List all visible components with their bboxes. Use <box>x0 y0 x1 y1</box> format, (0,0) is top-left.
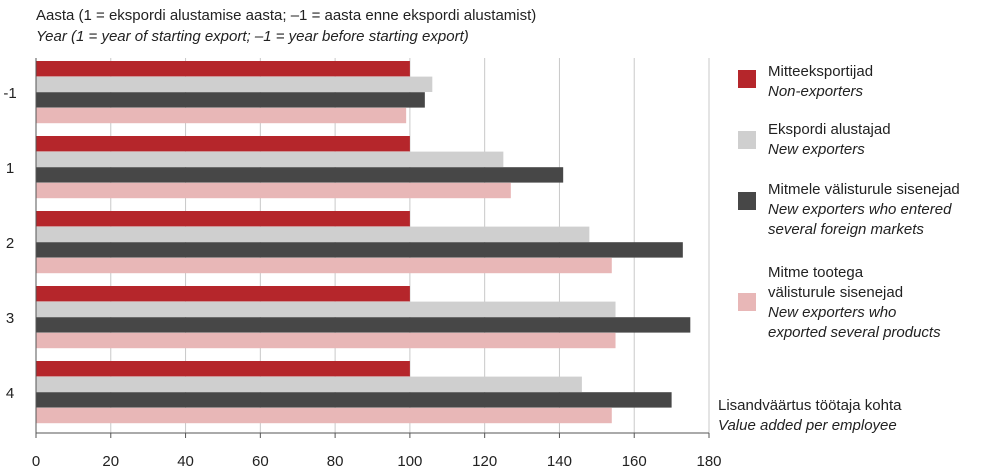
category-label: 2 <box>6 235 14 252</box>
bar <box>36 227 589 242</box>
legend-label-et: välisturule sisenejad <box>768 283 941 303</box>
category-label: 4 <box>6 385 14 402</box>
bar <box>36 317 690 332</box>
category-label: 3 <box>6 310 14 327</box>
x-tick-label: 60 <box>252 453 269 470</box>
bar <box>36 242 683 257</box>
legend-swatch-new-exporters <box>738 131 756 149</box>
bar <box>36 108 406 123</box>
legend-swatch-non-exporters <box>738 70 756 88</box>
legend-label-en: exported several products <box>768 323 941 343</box>
bar <box>36 377 582 392</box>
x-tick-label: 140 <box>547 453 572 470</box>
axis-label-et: Lisandväärtus töötaja kohta <box>718 396 901 416</box>
bar <box>36 286 410 301</box>
legend-label-en: New exporters <box>768 140 891 160</box>
legend-label-en: Non-exporters <box>768 82 873 102</box>
bar <box>36 92 425 107</box>
bar <box>36 77 432 92</box>
legend-label-en: New exporters who <box>768 303 941 323</box>
x-tick-label: 80 <box>327 453 344 470</box>
bar <box>36 167 563 182</box>
legend-label-et: Mitteeksportijad <box>768 62 873 82</box>
legend-label-et: Mitme tootega <box>768 263 941 283</box>
category-label: 1 <box>6 160 14 177</box>
bar <box>36 333 616 348</box>
legend-label-en: several foreign markets <box>768 220 960 240</box>
legend-label-et: Ekspordi alustajad <box>768 120 891 140</box>
bar <box>36 408 612 423</box>
bar <box>36 258 612 273</box>
legend-swatch-several-markets <box>738 192 756 210</box>
x-tick-label: 180 <box>696 453 721 470</box>
bar <box>36 61 410 76</box>
bar <box>36 392 672 407</box>
legend-swatch-several-products <box>738 293 756 311</box>
x-tick-label: 100 <box>397 453 422 470</box>
x-tick-label: 120 <box>472 453 497 470</box>
legend-label-en: New exporters who entered <box>768 200 960 220</box>
x-tick-label: 40 <box>177 453 194 470</box>
bar <box>36 183 511 198</box>
bar <box>36 361 410 376</box>
bar <box>36 211 410 226</box>
x-tick-label: 0 <box>32 453 40 470</box>
legend-label-et: Mitmele välisturule sisenejad <box>768 180 960 200</box>
bar <box>36 152 503 167</box>
bar <box>36 302 616 317</box>
x-tick-label: 20 <box>102 453 119 470</box>
bar <box>36 136 410 151</box>
category-label: -1 <box>3 85 16 102</box>
axis-label-en: Value added per employee <box>718 416 897 436</box>
x-tick-label: 160 <box>622 453 647 470</box>
